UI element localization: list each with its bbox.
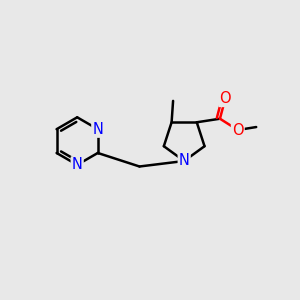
Text: N: N	[72, 158, 83, 172]
Text: N: N	[92, 122, 103, 137]
Text: O: O	[220, 91, 231, 106]
Text: N: N	[179, 154, 190, 169]
Text: O: O	[232, 122, 244, 137]
